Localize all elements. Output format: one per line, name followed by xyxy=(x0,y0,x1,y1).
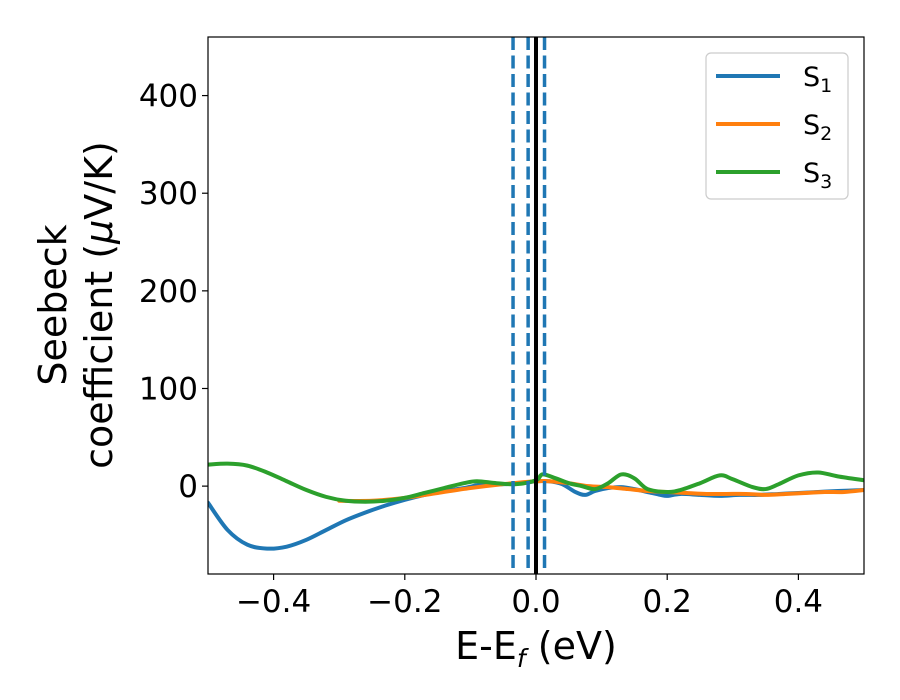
series-line-s2 xyxy=(337,478,864,503)
series-layer xyxy=(208,461,864,551)
y-tick-label: 100 xyxy=(139,371,198,407)
legend-label-s3: S3 xyxy=(803,158,832,193)
y-axis-label-mu: μ xyxy=(77,220,121,245)
x-tick-label: −0.2 xyxy=(367,584,442,620)
y-tick-label: 300 xyxy=(139,176,198,212)
x-tick-label: 0.0 xyxy=(511,584,560,620)
legend-items: S1 S2 S3 xyxy=(716,62,832,193)
x-tick-label: −0.4 xyxy=(236,584,311,620)
legend-label-s1: S1 xyxy=(803,62,832,97)
y-axis-label-line2: coefficient (μV/K) xyxy=(77,141,121,469)
reference-lines xyxy=(511,37,547,574)
series-line-s3 xyxy=(208,461,864,504)
y-tick-label: 400 xyxy=(139,79,198,115)
x-tick-label: 0.4 xyxy=(774,584,823,620)
x-axis-label: E-Ef (eV) xyxy=(455,624,617,673)
legend-label-s2: S2 xyxy=(803,110,832,145)
y-axis-label: Seebeck coefficient (μV/K) xyxy=(31,141,121,469)
x-axis-label-units: (eV) xyxy=(526,624,617,668)
y-axis-label-line1: Seebeck xyxy=(31,224,75,385)
y-tick-label: 200 xyxy=(139,274,198,310)
y-tick-label: 0 xyxy=(178,469,198,505)
legend: S1 S2 S3 xyxy=(705,52,849,200)
x-axis-ticks: −0.4 −0.2 0.0 0.2 0.4 xyxy=(236,574,823,620)
x-tick-label: 0.2 xyxy=(643,584,692,620)
y-axis-ticks: 0 100 200 300 400 xyxy=(139,79,208,505)
